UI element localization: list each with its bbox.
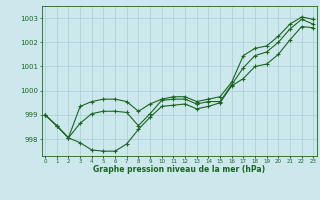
X-axis label: Graphe pression niveau de la mer (hPa): Graphe pression niveau de la mer (hPa) xyxy=(93,165,265,174)
